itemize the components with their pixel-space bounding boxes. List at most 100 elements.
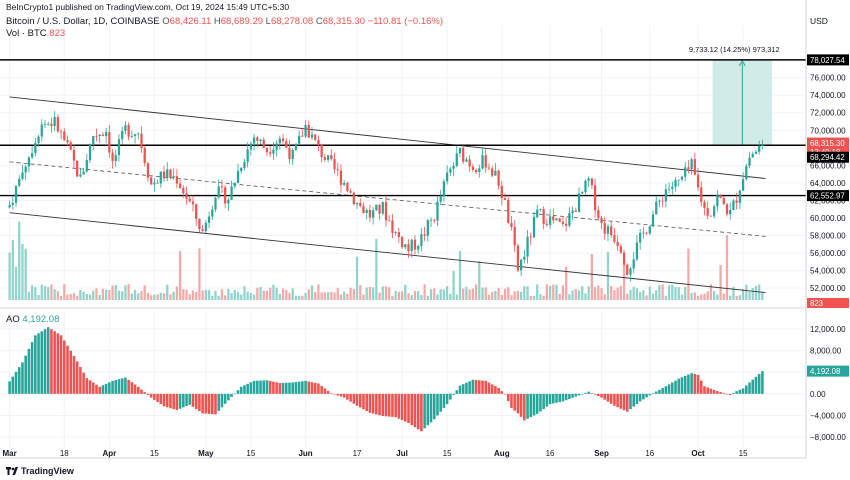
price-tick-label: 56,000.00 [810,249,846,258]
ao-bar [410,393,414,426]
volume-bar [600,288,603,300]
volume-bar [172,291,175,300]
candle-body [362,206,365,213]
volume-bar [76,295,79,300]
volume-bar [117,290,121,300]
volume-bar [696,295,700,300]
time-tick-label: Aug [494,449,510,458]
candle-body [8,204,11,208]
ao-bar [101,385,105,394]
ao-bar [442,393,446,408]
ao-bar [30,342,34,394]
candle-body [497,170,500,186]
volume-bar [516,290,520,300]
volume-bar [703,293,706,300]
ao-bar [429,393,433,423]
candle-body [24,166,27,173]
volume-bar [162,293,166,300]
volume-bar [671,284,674,300]
ao-bar [400,393,404,421]
ao-bar [503,393,507,395]
ao-bar [555,393,558,403]
volume-bar [507,287,510,300]
candle-body [565,223,568,226]
candle-body [211,209,214,217]
candle-body [172,176,175,178]
channel-mid-dashed-line [9,161,766,237]
ao-bar [330,393,333,394]
ao-bar [465,382,468,394]
time-tick-label: 16 [546,449,555,458]
candle-body [394,231,397,233]
volume-bar [262,290,265,300]
candle-body [725,204,729,215]
ao-bar [201,393,204,414]
ao-bar [510,393,513,408]
ao-bar [490,384,494,394]
candle-body [294,143,298,150]
ao-bar [584,392,587,394]
volume-bar [729,295,732,300]
candle-body [671,186,674,189]
volume-bar [639,292,642,300]
ao-bar [156,393,159,402]
ao-bar [378,393,381,416]
ao-bar [124,377,127,394]
time-tick-label: Oct [691,449,705,458]
candle-body [661,200,664,202]
ao-bar [432,393,436,420]
volume-bar [478,260,481,300]
volume-bar [343,291,346,300]
volume-bar [674,287,677,300]
ao-bar [342,393,346,398]
ao-bar [413,393,417,428]
candle-body [645,232,648,234]
ao-bar [143,392,147,394]
volume-bar [590,254,594,300]
candle-body [754,151,758,154]
ao-bar [259,380,262,394]
ao-bar [24,355,27,394]
volume-bar [568,294,571,300]
ao-bar [436,393,439,416]
candle-body [72,149,76,161]
volume-bar [471,288,474,300]
channel-upper-line [9,96,766,179]
candle-body [577,193,581,212]
ao-bar [699,380,703,394]
candle-body [417,245,420,250]
volume-bar [552,284,555,300]
ao-legend: AO 4,192.08 [6,314,59,325]
price-line-tag: 62,552.97 [810,192,845,201]
volume-bar [542,295,545,300]
candle-body [18,178,21,186]
candle-body [587,178,590,181]
volume-bar [108,290,111,300]
candle-body [130,135,133,137]
ao-bar [175,393,179,411]
ao-bar [590,393,594,394]
candle-body [230,186,233,200]
volume-bar [404,284,407,300]
price-tick-label: 60,000.00 [810,214,846,223]
volume-bar [217,295,220,300]
volume-bar [156,294,159,300]
volume-bar [349,287,352,300]
candle-body [343,182,346,185]
candle-body [98,134,101,136]
ao-bar [27,348,31,394]
ao-bar [513,393,516,411]
candle-body [397,231,400,237]
time-tick-label: Jun [298,449,312,458]
volume-bar [539,294,542,300]
candle-body [571,210,574,214]
ao-bar [642,393,645,400]
volume-bar [53,289,56,300]
ao-bar [516,393,520,414]
ao-bar [571,393,574,398]
ao-bar [751,379,755,394]
candle-body [352,192,355,205]
volume-bar [545,284,548,300]
candle-body [56,117,59,132]
volume-bar [664,295,668,300]
